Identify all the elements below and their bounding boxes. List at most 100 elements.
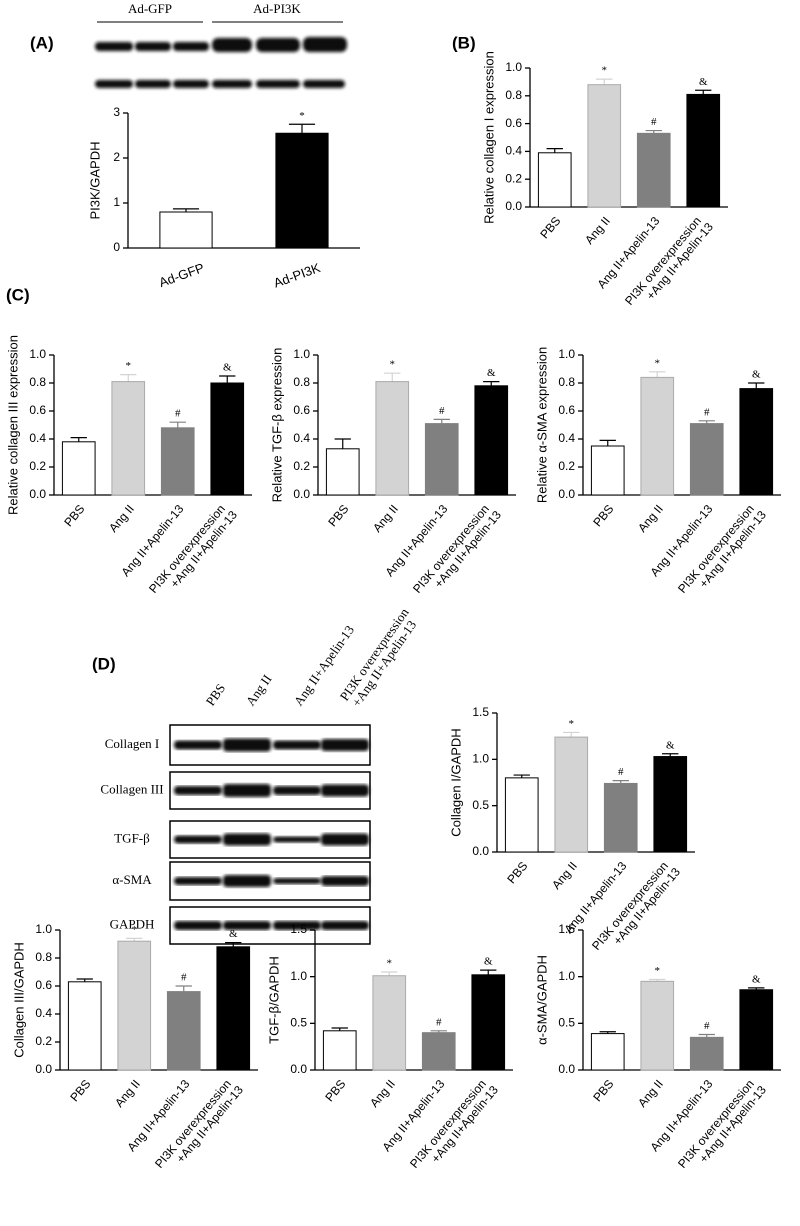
- x-tick-label: Ang II: [635, 502, 666, 535]
- significance-label: #: [181, 972, 187, 984]
- bar: [686, 93, 721, 208]
- blot-band: [321, 833, 369, 846]
- bar: [689, 423, 724, 496]
- bar: [216, 946, 251, 1071]
- significance-label: *: [387, 958, 393, 970]
- x-tick-label: Ang II: [106, 502, 137, 535]
- y-tick-label: 0.6: [505, 116, 522, 130]
- blot-a: Ad-GFP Ad-PI3K: [95, 1, 347, 88]
- blot-band: [223, 875, 271, 887]
- significance-label: *: [569, 718, 575, 730]
- blot-band: [273, 836, 321, 843]
- bar: [424, 423, 459, 496]
- x-tick-label: PBS: [61, 502, 87, 529]
- y-tick-label: 1.0: [505, 60, 522, 74]
- bar: [325, 448, 360, 496]
- y-tick-label: 0.2: [293, 459, 310, 473]
- blot-band: [321, 921, 369, 930]
- y-tick-label: 0.8: [293, 375, 310, 389]
- y-axis-label: Relative TGF-β expression: [269, 348, 284, 503]
- x-tick-label: Ad-PI3K: [272, 260, 323, 291]
- bar: [653, 756, 688, 853]
- bar: [166, 991, 201, 1071]
- bar: [322, 1030, 357, 1071]
- y-tick-label: 1.5: [472, 705, 489, 719]
- y-axis-label: Relative α-SMA expression: [534, 347, 549, 503]
- panel-label: (D): [92, 654, 116, 673]
- y-tick-label: 0.6: [29, 403, 46, 417]
- significance-label: &: [699, 76, 708, 88]
- significance-label: #: [618, 766, 624, 778]
- significance-label: &: [752, 973, 761, 985]
- blot-band: [273, 921, 321, 930]
- blot-group: Ad-PI3K: [253, 1, 301, 16]
- y-tick-label: 1.0: [558, 347, 575, 361]
- y-tick-label: 0.2: [29, 459, 46, 473]
- bar: [640, 980, 675, 1071]
- y-tick-label: 1.0: [293, 347, 310, 361]
- significance-label: &: [229, 928, 238, 940]
- blot-band: [174, 921, 222, 930]
- bar: [372, 975, 407, 1071]
- y-tick-label: 1.0: [35, 922, 52, 936]
- row-label: TGF-β: [114, 830, 150, 845]
- y-tick-label: 1: [113, 195, 120, 209]
- y-axis-label: Collagen I/GAPDH: [448, 728, 463, 836]
- y-tick-label: 0: [113, 240, 120, 254]
- significance-label: *: [126, 360, 132, 372]
- significance-label: *: [602, 65, 608, 77]
- x-tick-label: PBS: [325, 502, 351, 529]
- x-tick-label: Ang II: [367, 1077, 398, 1110]
- blot-band: [174, 877, 222, 885]
- bar: [111, 381, 146, 496]
- y-tick-label: 0.8: [558, 375, 575, 389]
- blot-band: [321, 739, 369, 751]
- y-tick-label: 0.2: [35, 1034, 52, 1048]
- y-tick-label: 0.0: [29, 487, 46, 501]
- blot-band: [223, 921, 271, 930]
- bar: [471, 974, 506, 1071]
- y-tick-label: 0.2: [558, 459, 575, 473]
- y-tick-label: 1.0: [558, 969, 575, 983]
- significance-label: #: [651, 116, 657, 128]
- bar: [739, 989, 774, 1071]
- bar: [640, 376, 675, 496]
- x-tick-label: PI3K overexpression: [146, 502, 228, 596]
- y-tick-label: 0.6: [35, 978, 52, 992]
- bar: [275, 132, 329, 249]
- y-tick-label: 0.0: [472, 844, 489, 858]
- significance-label: #: [436, 1016, 442, 1028]
- blot-band: [321, 784, 369, 797]
- bar: [689, 1036, 724, 1071]
- y-tick-label: 0.0: [290, 1062, 307, 1076]
- blot-band: [321, 876, 369, 886]
- bar: [61, 441, 96, 496]
- significance-label: &: [484, 956, 493, 968]
- y-axis-label: Collagen III/GAPDH: [11, 942, 26, 1058]
- y-tick-label: 0.5: [290, 1016, 307, 1030]
- y-tick-label: 3: [113, 105, 120, 119]
- x-tick-label: Ang II: [549, 859, 580, 892]
- panel-label: (A): [30, 33, 54, 52]
- bar: [421, 1032, 456, 1071]
- x-tick-label: PI3K overexpression: [407, 1077, 489, 1171]
- significance-label: *: [132, 924, 138, 936]
- y-axis-label: TGF-β/GAPDH: [266, 956, 281, 1044]
- blot-band: [174, 786, 222, 795]
- significance-label: *: [655, 357, 661, 369]
- bar: [117, 940, 152, 1071]
- x-tick-label: Ang II: [370, 502, 401, 535]
- bar: [504, 777, 539, 853]
- panel-label: (C): [6, 285, 30, 304]
- bar: [210, 382, 245, 496]
- y-tick-label: 0.2: [505, 171, 522, 185]
- blot-band: [174, 740, 222, 750]
- significance-label: #: [439, 405, 445, 417]
- x-tick-label: PI3K overexpression: [675, 502, 757, 596]
- x-tick-label: PI3K overexpression: [589, 859, 671, 953]
- significance-label: &: [487, 367, 496, 379]
- y-tick-label: 0.4: [505, 144, 522, 158]
- bar: [590, 1033, 625, 1071]
- x-tick-label: Ang II: [112, 1077, 143, 1110]
